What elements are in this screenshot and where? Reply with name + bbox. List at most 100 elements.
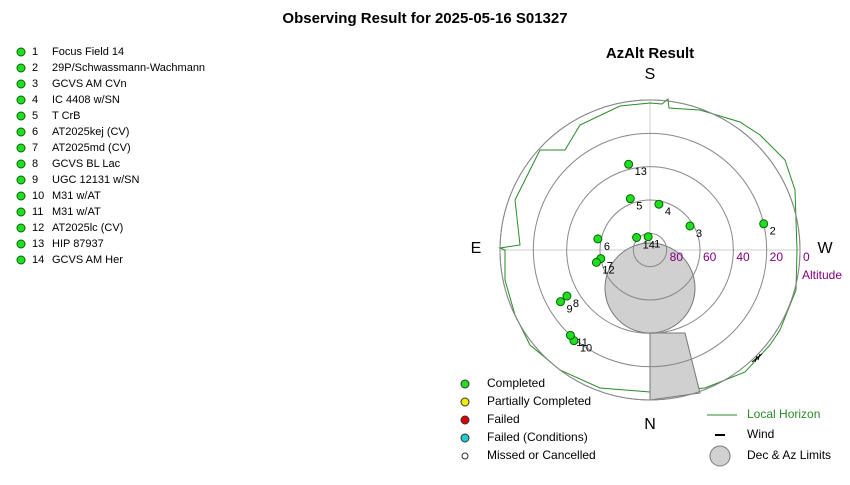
list-number: 8 [32, 158, 38, 170]
altitude-ring [599, 199, 701, 301]
legend-text: Dec & Az Limits [747, 448, 831, 462]
target-point [624, 159, 634, 169]
list-dot [16, 111, 26, 121]
altitude-tick-label: 60 [703, 250, 717, 264]
altitude-tick-label: 20 [770, 250, 784, 264]
dir-n: N [644, 416, 656, 433]
target-label: 3 [696, 228, 702, 240]
list-name: GCVS AM CVn [52, 78, 127, 90]
list-dot [16, 159, 26, 169]
target-point [625, 194, 635, 204]
list-name: HIP 87937 [52, 238, 104, 250]
target-point [565, 330, 575, 340]
list-dot [16, 63, 26, 73]
target-point [759, 219, 769, 229]
list-number: 2 [32, 62, 38, 74]
radial-axis-label: Altitude [802, 268, 842, 282]
legend-dot [460, 397, 470, 407]
list-number: 14 [32, 254, 44, 266]
legend-limit-icon [709, 445, 731, 467]
dir-w: W [817, 240, 833, 257]
legend-text: Missed or Cancelled [487, 448, 596, 462]
target-label: 10 [580, 343, 592, 355]
list-dot [16, 95, 26, 105]
target-label: 7 [607, 261, 613, 273]
list-name: IC 4408 w/SN [52, 94, 120, 106]
target-label: 6 [604, 241, 610, 253]
altitude-ring [566, 166, 734, 334]
altitude-ring [499, 99, 801, 401]
list-number: 3 [32, 78, 38, 90]
list-name: AT2025md (CV) [52, 142, 131, 154]
list-dot [16, 223, 26, 233]
legend-text: Local Horizon [747, 407, 820, 421]
legend-text: Partially Completed [487, 394, 591, 408]
list-number: 6 [32, 126, 38, 138]
target-label: 5 [636, 201, 642, 213]
list-name: GCVS BL Lac [52, 158, 121, 170]
list-name: 29P/Schwassmann-Wachmann [52, 62, 205, 74]
list-number: 4 [32, 94, 38, 106]
list-name: AT2025kej (CV) [52, 126, 129, 138]
target-point [556, 297, 566, 307]
legend-text: Failed [487, 412, 520, 426]
target-label: 14 [643, 239, 655, 251]
list-dot [16, 207, 26, 217]
target-point [591, 257, 601, 267]
list-number: 10 [32, 190, 44, 202]
target-label: 11 [576, 337, 587, 349]
list-dot [16, 79, 26, 89]
list-name: T CrB [52, 110, 81, 122]
target-label: 13 [635, 166, 647, 178]
list-dot [16, 255, 26, 265]
legend-text: Failed (Conditions) [487, 430, 588, 444]
list-number: 1 [32, 46, 38, 58]
target-point [685, 221, 695, 231]
list-number: 12 [32, 222, 44, 234]
list-dot [16, 175, 26, 185]
altitude-ring [532, 132, 768, 368]
legend-dot [461, 452, 469, 460]
target-label: 8 [573, 298, 579, 310]
az-limit [649, 332, 701, 401]
list-name: AT2025lc (CV) [52, 222, 123, 234]
target-label: 12 [602, 264, 614, 276]
target-point [632, 232, 642, 242]
list-dot [16, 127, 26, 137]
target-point [654, 199, 664, 209]
target-label: 4 [665, 206, 671, 218]
list-number: 11 [32, 206, 43, 218]
list-dot [16, 143, 26, 153]
list-name: GCVS AM Her [52, 254, 123, 266]
chart-title: Observing Result for 2025-05-16 S01327 [282, 10, 567, 27]
altitude-tick-label: 40 [736, 250, 750, 264]
target-label: 1 [654, 239, 660, 251]
list-dot [16, 47, 26, 57]
target-point [593, 234, 603, 244]
target-point [562, 291, 572, 301]
list-name: Focus Field 14 [52, 46, 124, 58]
list-name: M31 w/AT [52, 190, 101, 202]
legend-dot [460, 433, 470, 443]
wind-icon [751, 353, 763, 363]
altitude-tick-label: 80 [670, 250, 684, 264]
target-point [643, 232, 653, 242]
altitude-tick-label: 0 [803, 250, 810, 264]
chart-subtitle: AzAlt Result [606, 45, 694, 62]
dir-s: S [645, 66, 656, 83]
list-number: 9 [32, 174, 38, 186]
legend-text: Wind [747, 427, 774, 441]
legend-dot [460, 415, 470, 425]
list-name: UGC 12131 w/SN [52, 174, 139, 186]
list-number: 5 [32, 110, 38, 122]
target-label: 2 [770, 226, 776, 238]
list-dot [16, 239, 26, 249]
legend-text: Completed [487, 376, 545, 390]
list-number: 13 [32, 238, 44, 250]
target-label: 9 [567, 304, 573, 316]
list-name: M31 w/AT [52, 206, 101, 218]
list-dot [16, 191, 26, 201]
dir-e: E [471, 240, 482, 257]
list-number: 7 [32, 142, 38, 154]
